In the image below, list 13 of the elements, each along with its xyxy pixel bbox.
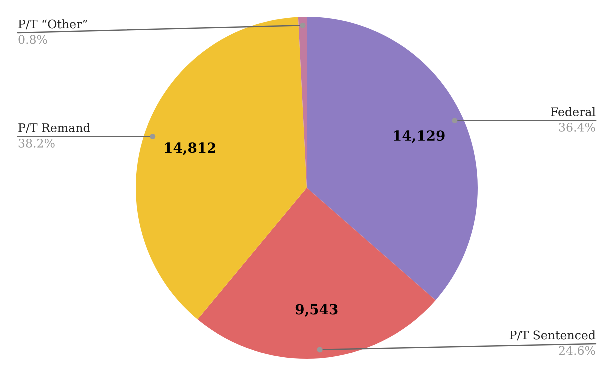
pie-slice	[307, 17, 478, 300]
text: 38.2%	[18, 138, 55, 148]
text: 36.4%	[559, 122, 596, 132]
slice-label: P/T Remand	[18, 123, 90, 134]
text: 0.8%	[18, 35, 48, 44]
slice-label: P/T Sentenced	[510, 330, 596, 341]
data-label: 14,129	[394, 130, 445, 144]
text: 24.6%	[559, 346, 596, 356]
slice-label: P/T “Other”	[18, 20, 88, 30]
slice-label: Federal	[551, 107, 596, 116]
data-label: 14,812	[165, 142, 216, 156]
pie-slice	[198, 188, 436, 359]
data-label: 9,543	[296, 304, 338, 317]
